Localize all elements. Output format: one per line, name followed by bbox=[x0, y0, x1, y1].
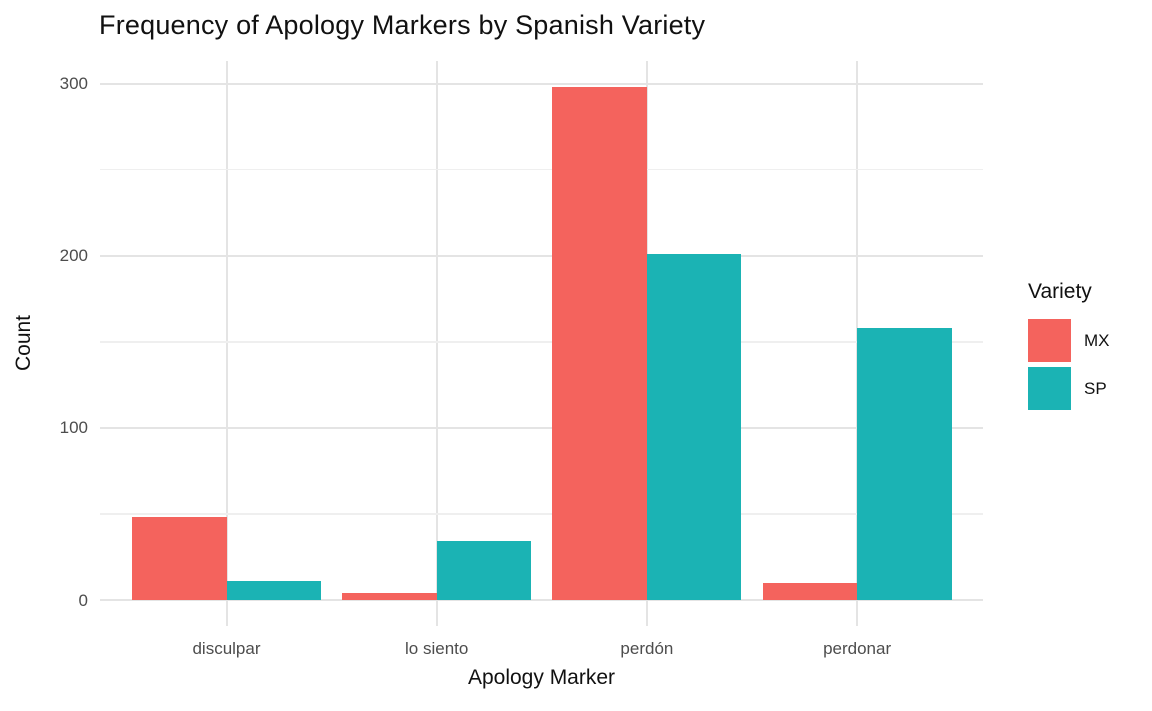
y-tick-label-100: 100 bbox=[59, 418, 88, 438]
gridline-vertical-1 bbox=[225, 61, 228, 626]
legend-swatch-mx bbox=[1028, 319, 1071, 362]
bar-mx-perdonar bbox=[762, 582, 858, 600]
legend-items: MX SP bbox=[1028, 319, 1110, 410]
y-tick-label-0: 0 bbox=[78, 590, 88, 610]
x-tick-label-perdón: perdón bbox=[620, 639, 674, 658]
gridline-major-y-100 bbox=[100, 426, 983, 429]
legend-label-sp: SP bbox=[1084, 378, 1107, 398]
x-tick-label-disculpar: disculpar bbox=[192, 639, 261, 658]
bar-sp-perdonar bbox=[857, 327, 952, 600]
bar-sp-disculpar bbox=[226, 581, 321, 600]
gridline-major-y-200 bbox=[100, 254, 983, 257]
gridline-major-y-0 bbox=[100, 599, 983, 601]
plot-panel bbox=[100, 61, 983, 626]
bar-sp-perdón bbox=[646, 253, 742, 600]
y-tick-label-200: 200 bbox=[59, 246, 88, 266]
legend-title: Variety bbox=[1028, 280, 1092, 303]
bar-mx-disculpar bbox=[132, 517, 227, 600]
gridline-major-y-300 bbox=[100, 82, 983, 85]
y-axis-title: Count bbox=[12, 314, 35, 372]
gridline-minor-y-50 bbox=[100, 513, 983, 515]
bar-mx-lo-siento bbox=[342, 593, 437, 600]
gridline-vertical-2 bbox=[435, 61, 438, 626]
bar-mx-perdón bbox=[552, 86, 647, 600]
legend: Variety MX SP bbox=[1028, 280, 1110, 415]
legend-label-mx: MX bbox=[1084, 330, 1110, 350]
x-axis-title: Apology Marker bbox=[467, 666, 616, 689]
legend-swatch-sp bbox=[1028, 367, 1071, 410]
y-tick-label-300: 300 bbox=[59, 74, 88, 93]
x-tick-label-lo-siento: lo siento bbox=[405, 639, 469, 658]
legend-item-sp: SP bbox=[1028, 367, 1110, 410]
bar-sp-lo-siento bbox=[436, 541, 532, 600]
gridline-minor-y-150 bbox=[100, 341, 983, 343]
x-tick-label-perdonar: perdonar bbox=[823, 639, 892, 658]
chart-title: Frequency of Apology Markers by Spanish … bbox=[99, 10, 706, 40]
legend-item-mx: MX bbox=[1028, 319, 1110, 362]
gridline-minor-y-250 bbox=[100, 168, 983, 171]
